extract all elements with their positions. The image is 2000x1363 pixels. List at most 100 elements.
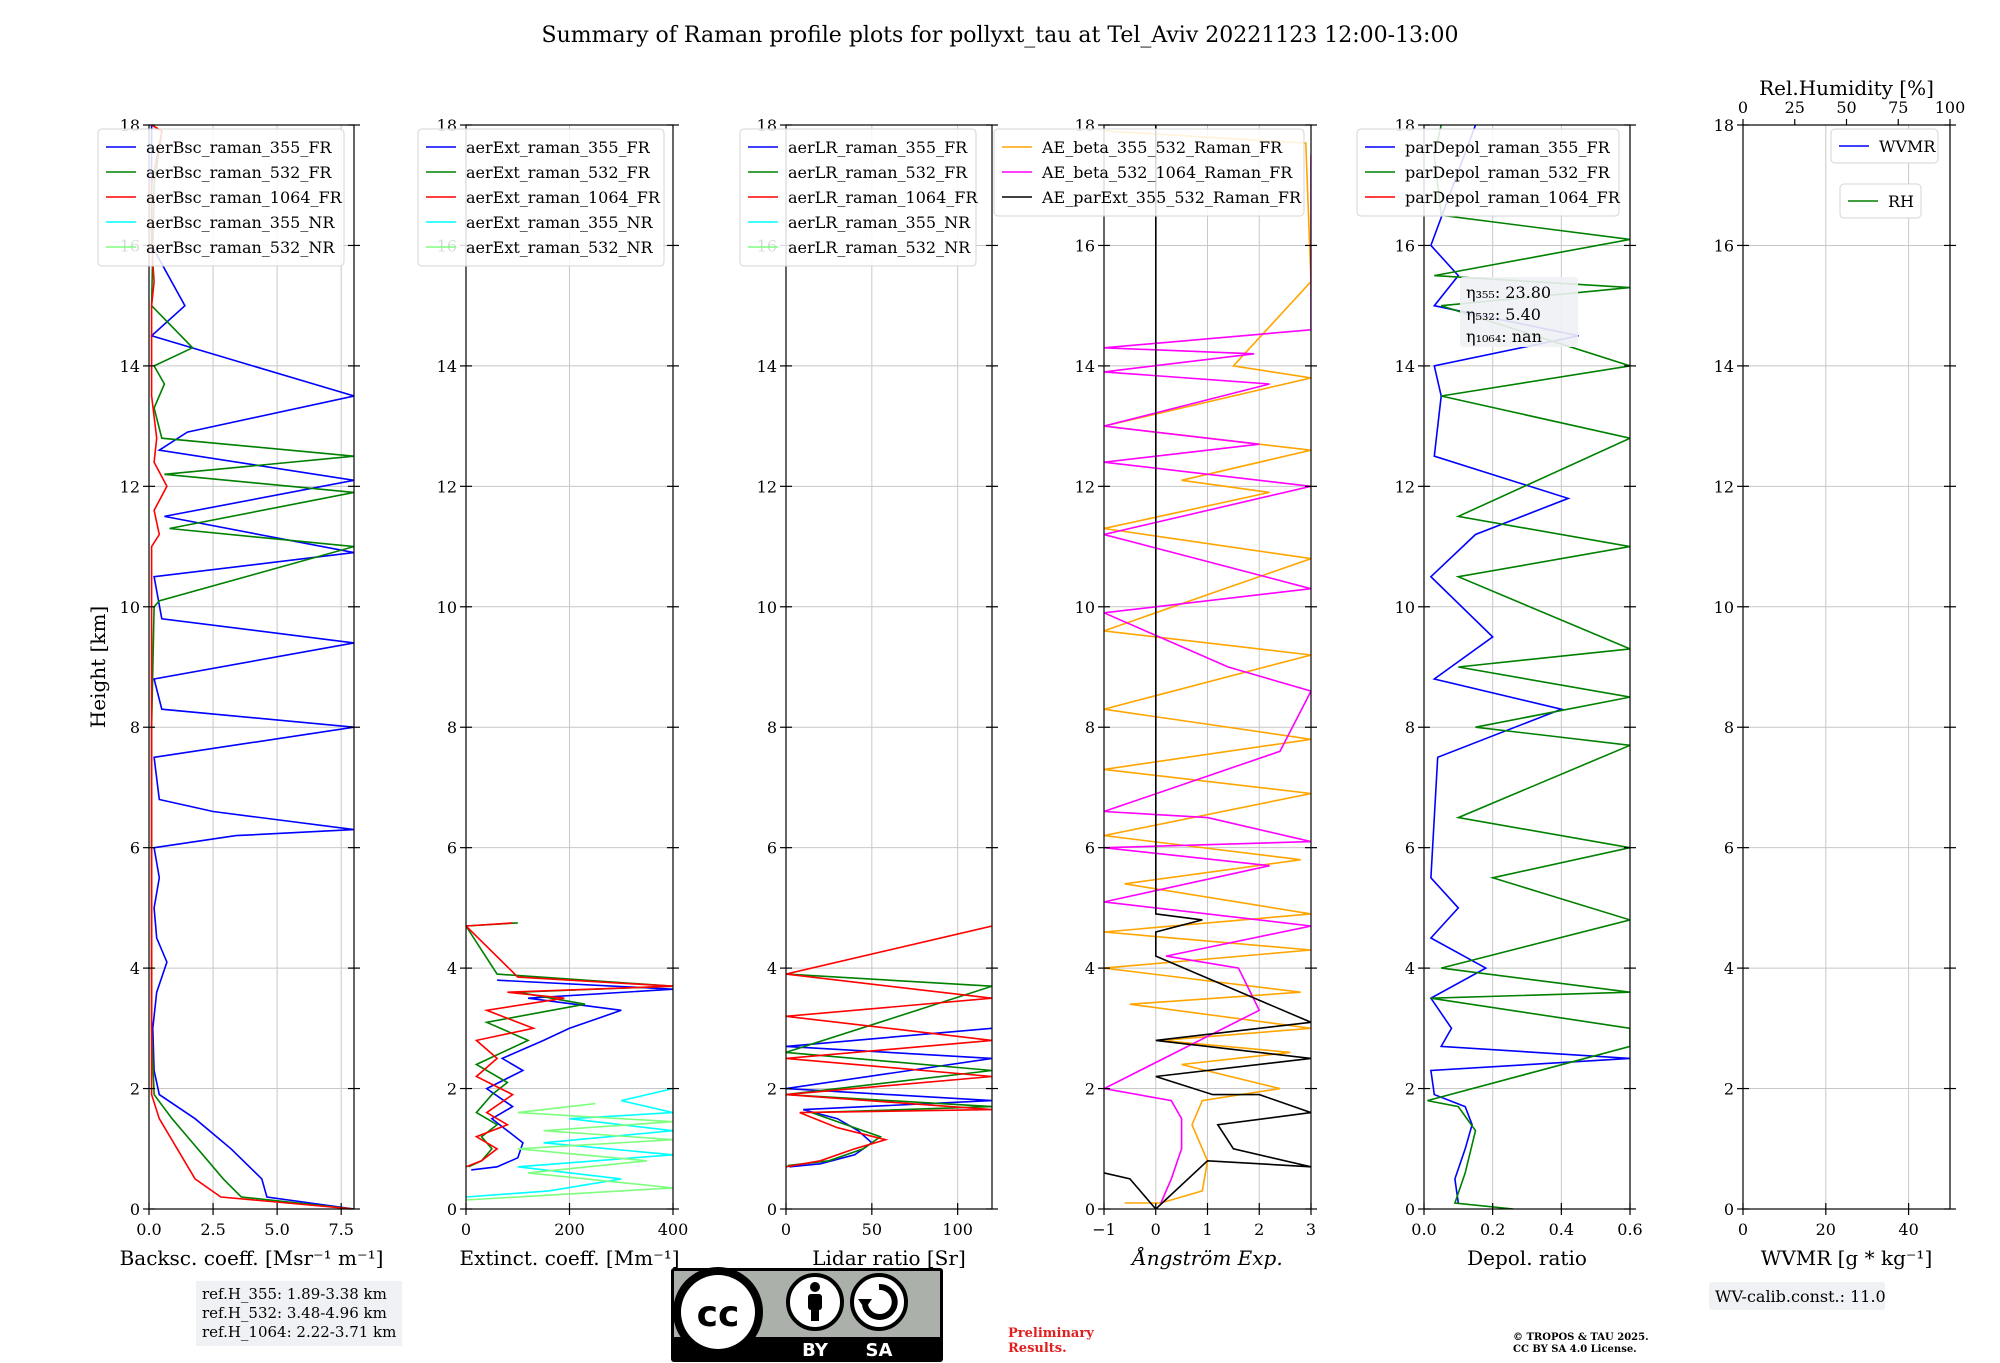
series-line-aerLR_raman_532_FR xyxy=(786,973,992,1167)
x-axis-label: Ångström Exp. xyxy=(1130,1245,1282,1270)
x-axis-label: Backsc. coeff. [Msr⁻¹ m⁻¹] xyxy=(120,1246,384,1270)
y-tick-label: 14 xyxy=(1395,357,1415,376)
legend-label: aerBsc_raman_355_NR xyxy=(146,213,335,232)
series-line-aerBsc_raman_355_FR xyxy=(150,125,354,1209)
y-tick-label: 2 xyxy=(447,1080,457,1099)
axes-frame xyxy=(1742,124,1951,1210)
legend-box xyxy=(993,128,1305,217)
y-tick-label: 4 xyxy=(1724,959,1734,978)
top-tick-label: 50 xyxy=(1836,98,1856,117)
x-tick-label: 0.2 xyxy=(1480,1220,1505,1239)
top-tick-label: 25 xyxy=(1785,98,1805,117)
eta-annotation: η₃₅₅: 23.80 xyxy=(1466,283,1551,302)
series-line-aerBsc_raman_1064_FR xyxy=(150,125,354,1209)
y-tick-label: 8 xyxy=(1405,718,1415,737)
cc-license-badge: cc BY SA xyxy=(671,1267,943,1362)
ref-heights-box: ref.H_355: 1.89-3.38 km ref.H_532: 3.48-… xyxy=(196,1281,403,1346)
axes-frame xyxy=(148,124,355,1210)
y-tick-label: 4 xyxy=(130,959,140,978)
panel-extinction: 0246810121416180200400Extinct. coeff. [M… xyxy=(417,116,689,1270)
ref-height-532: ref.H_532: 3.48-4.96 km xyxy=(202,1304,387,1322)
wv-calib-box xyxy=(1709,1282,1885,1310)
axes-frame xyxy=(1423,124,1631,1210)
y-tick-label: 18 xyxy=(1714,116,1734,135)
y-tick-label: 10 xyxy=(120,598,140,617)
ref-height-1064: ref.H_1064: 2.22-3.71 km xyxy=(202,1323,397,1341)
copyright-line-2: CC BY SA 4.0 License. xyxy=(1513,1344,1637,1355)
legend-box xyxy=(97,128,345,267)
x-axis-label: Extinct. coeff. [Mm⁻¹] xyxy=(459,1246,679,1270)
y-tick-label: 4 xyxy=(447,959,457,978)
series-line-AE_parExt_355_532_Raman_FR xyxy=(1104,125,1311,1209)
y-axis-label: Height [km] xyxy=(86,606,110,728)
copyright-line-1: © TROPOS & TAU 2025. xyxy=(1513,1332,1649,1343)
y-tick-label: 12 xyxy=(757,477,777,496)
top-axis-label: Rel.Humidity [%] xyxy=(1759,76,1934,100)
legend-label: aerLR_raman_532_FR xyxy=(788,163,968,182)
y-tick-label: 14 xyxy=(757,357,777,376)
top-tick-label: 0 xyxy=(1738,98,1748,117)
y-tick-label: 16 xyxy=(1714,236,1734,255)
svg-text:cc: cc xyxy=(697,1294,740,1335)
eta-annotation-box xyxy=(1460,277,1578,347)
y-tick-label: 2 xyxy=(130,1080,140,1099)
legend-box xyxy=(417,128,665,267)
y-tick-label: 4 xyxy=(767,959,777,978)
preliminary-line-2: Results. xyxy=(1008,1341,1067,1356)
y-tick-label: 16 xyxy=(1395,236,1415,255)
y-tick-label: 10 xyxy=(757,598,777,617)
y-tick-label: 8 xyxy=(447,718,457,737)
x-tick-label: 400 xyxy=(658,1220,689,1239)
y-tick-label: 6 xyxy=(130,839,140,858)
y-tick-label: 6 xyxy=(767,839,777,858)
legend-label: aerLR_raman_355_FR xyxy=(788,138,968,157)
x-tick-label: 2.5 xyxy=(200,1220,225,1239)
legend-label: AE_beta_355_532_Raman_FR xyxy=(1041,138,1283,157)
legend-label: parDepol_raman_1064_FR xyxy=(1405,188,1621,207)
series-line-aerBsc_raman_532_FR xyxy=(150,125,354,1209)
preliminary-line-1: Preliminary xyxy=(1008,1326,1094,1341)
x-tick-label: 100 xyxy=(942,1220,973,1239)
y-tick-label: 10 xyxy=(1075,598,1095,617)
y-tick-label: 8 xyxy=(1085,718,1095,737)
legend-label: AE_parExt_355_532_Raman_FR xyxy=(1041,188,1302,207)
x-axis-label: WVMR [g * kg⁻¹] xyxy=(1761,1246,1933,1270)
ref-height-355: ref.H_355: 1.89-3.38 km xyxy=(202,1285,387,1303)
y-tick-label: 12 xyxy=(1395,477,1415,496)
y-tick-label: 10 xyxy=(437,598,457,617)
y-tick-label: 10 xyxy=(1395,598,1415,617)
y-tick-label: 8 xyxy=(767,718,777,737)
legend-label: aerLR_raman_1064_FR xyxy=(788,188,978,207)
x-tick-label: 20 xyxy=(1816,1220,1836,1239)
series-line-aerLR_raman_1064_FR xyxy=(786,925,992,1168)
y-tick-label: 0 xyxy=(1724,1200,1734,1219)
preliminary-note: Preliminary Results. xyxy=(1008,1326,1094,1356)
y-tick-label: 2 xyxy=(767,1080,777,1099)
y-tick-label: 2 xyxy=(1405,1080,1415,1099)
legend-box xyxy=(1839,183,1922,219)
legend-label: aerExt_raman_532_FR xyxy=(466,163,651,182)
y-tick-label: 6 xyxy=(1085,839,1095,858)
x-tick-label: 3 xyxy=(1306,1220,1316,1239)
y-tick-label: 0 xyxy=(447,1200,457,1219)
legend-label: aerBsc_raman_355_FR xyxy=(146,138,332,157)
legend-box xyxy=(739,128,977,267)
y-tick-label: 16 xyxy=(1075,236,1095,255)
series-line-parDepol_raman_355_FR xyxy=(1429,125,1630,1204)
x-tick-label: 40 xyxy=(1898,1220,1918,1239)
y-tick-label: 2 xyxy=(1724,1080,1734,1099)
legend-label: parDepol_raman_355_FR xyxy=(1405,138,1611,157)
legend-box xyxy=(1356,128,1620,217)
y-tick-label: 14 xyxy=(1714,357,1734,376)
series-line-aerExt_raman_355_FR xyxy=(471,979,673,1171)
x-tick-label: 0.0 xyxy=(136,1220,161,1239)
y-tick-label: 2 xyxy=(1085,1080,1095,1099)
y-tick-label: 12 xyxy=(437,477,457,496)
legend-box xyxy=(1830,128,1939,164)
y-tick-label: 12 xyxy=(120,477,140,496)
share-alike-icon xyxy=(850,1273,908,1331)
y-tick-label: 10 xyxy=(1714,598,1734,617)
